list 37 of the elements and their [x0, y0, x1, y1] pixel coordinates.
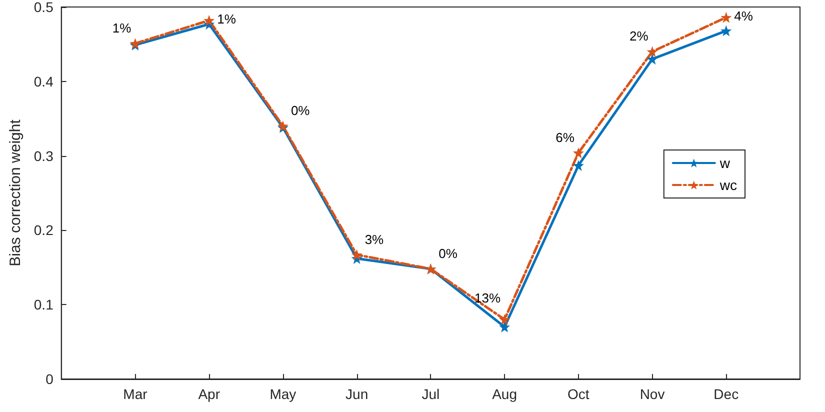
x-tick-label: Dec	[714, 386, 739, 402]
x-tick-label: Apr	[198, 386, 220, 402]
x-tick-label: Aug	[492, 386, 518, 402]
x-tick-label: Nov	[640, 386, 665, 402]
annotation: 0%	[438, 246, 458, 261]
y-axis-title: Bias correction weight	[7, 118, 24, 266]
annotation: 1%	[217, 11, 236, 26]
x-tick-label: Oct	[568, 386, 590, 402]
x-tick-label: May	[270, 386, 296, 402]
annotation: 0%	[290, 103, 310, 118]
y-tick-label: 0.1	[34, 296, 54, 313]
x-tick-label: Jun	[346, 386, 368, 402]
y-tick-label: 0.2	[34, 222, 54, 238]
annotation: 1%	[112, 20, 132, 36]
legend-label: wc	[718, 177, 738, 193]
point	[204, 14, 215, 26]
annotation: 6%	[556, 130, 575, 145]
legend-label: w	[718, 155, 731, 171]
y-tick-label: 0	[46, 371, 54, 387]
y-tick-label: 0.5	[34, 0, 54, 15]
annotation: 3%	[364, 232, 384, 247]
x-tick-label: Jul	[422, 386, 440, 402]
point	[720, 12, 732, 23]
point	[720, 25, 732, 36]
point	[572, 160, 584, 171]
y-tick-label: 0.3	[34, 148, 54, 164]
y-tick-label: 0.4	[34, 73, 54, 90]
point	[572, 147, 584, 158]
point	[351, 249, 362, 260]
x-tick-label: Mar	[123, 386, 148, 402]
annotation: 4%	[734, 8, 754, 24]
point	[499, 314, 510, 325]
point	[646, 46, 658, 58]
annotation: 2%	[629, 28, 649, 44]
point	[646, 54, 658, 65]
point	[499, 321, 510, 332]
annotation: 13%	[474, 290, 501, 306]
